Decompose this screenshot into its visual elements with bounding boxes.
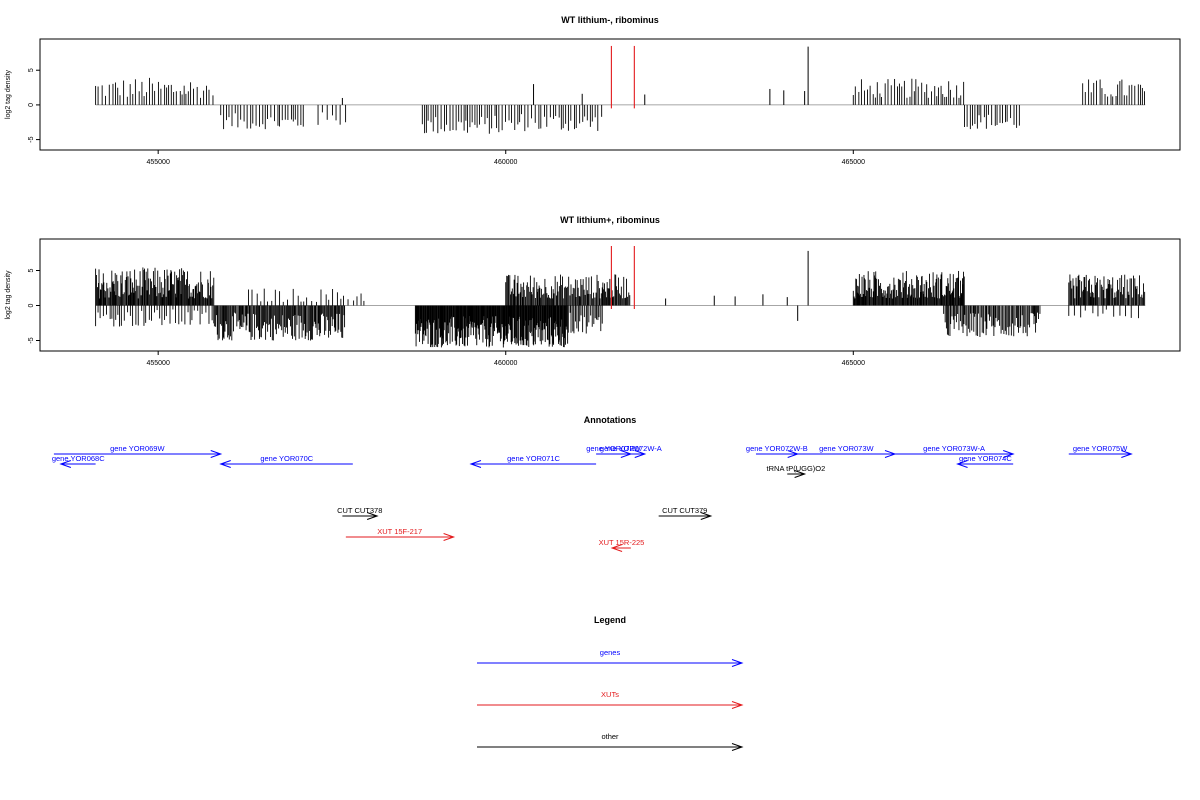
annotation-feature: CUT CUT378 bbox=[337, 506, 382, 520]
annotation-label: gene YOR075W bbox=[1073, 444, 1128, 453]
annotation-arrow-head bbox=[1003, 450, 1015, 458]
annotation-label: gene YOR071C bbox=[507, 454, 560, 463]
legend-panel: Legend genes XUTs other bbox=[477, 615, 744, 751]
legend-label: other bbox=[601, 732, 619, 741]
x-tick-label: 455000 bbox=[146, 159, 169, 166]
x-tick-label: 460000 bbox=[494, 159, 517, 166]
annotation-features: gene YOR069W gene YOR068C gene YOR070C gene… bbox=[52, 444, 1133, 552]
annotation-arrow-head bbox=[366, 512, 379, 520]
legend-arrow-head bbox=[731, 701, 744, 709]
annotation-arrow-head bbox=[956, 460, 968, 468]
y-tick-label: -5 bbox=[28, 337, 35, 343]
annotation-label: gene YOR073W bbox=[819, 444, 874, 453]
annotation-label: gene YOR074C bbox=[959, 454, 1012, 463]
annotation-feature: gene YOR075W bbox=[1068, 444, 1133, 458]
y-tick-label: 0 bbox=[28, 103, 35, 107]
legend-label: genes bbox=[600, 648, 621, 657]
annotation-label: gene YOR068C bbox=[52, 454, 105, 463]
annotation-arrow-head bbox=[794, 470, 807, 478]
annotation-arrow-head bbox=[634, 450, 647, 458]
legend-entries: genes XUTs other bbox=[477, 648, 744, 751]
panel-2-title: WT lithium+, ribominus bbox=[560, 215, 660, 225]
annotation-feature: XUT 15F-217 bbox=[345, 527, 456, 541]
panel-1-frame bbox=[39, 38, 1181, 151]
annotation-arrow-head bbox=[700, 512, 713, 520]
panel-1-title: WT lithium-, ribominus bbox=[561, 15, 659, 25]
annotation-feature: gene YOR069W bbox=[53, 444, 223, 458]
x-tick-label: 455000 bbox=[146, 360, 169, 367]
panel-2-ylabel: log2 tag density bbox=[5, 270, 12, 320]
x-tick-label: 460000 bbox=[494, 360, 517, 367]
legend-entry: XUTs bbox=[477, 690, 744, 709]
x-tick-label: 465000 bbox=[842, 360, 865, 367]
annotation-arrow-head bbox=[210, 450, 223, 458]
annotation-arrow-head bbox=[469, 460, 482, 468]
annotation-label: CUT CUT378 bbox=[337, 506, 382, 515]
annotation-label: CUT CUT379 bbox=[662, 506, 707, 515]
annotation-feature: tRNA tP(UGG)O2 bbox=[767, 464, 826, 478]
annotation-arrow-head bbox=[59, 460, 72, 468]
annotation-label: gene YOR072W-B bbox=[746, 444, 808, 453]
annotation-label: gene YOR069W bbox=[110, 444, 165, 453]
annotation-label: XUT 15F-217 bbox=[377, 527, 422, 536]
annotation-label: tRNA tP(UGG)O2 bbox=[767, 464, 826, 473]
panel-2-frame bbox=[39, 238, 1181, 352]
legend-label: XUTs bbox=[601, 690, 619, 699]
panel-1-ylabel: log2 tag density bbox=[5, 69, 12, 119]
annotations-title: Annotations bbox=[584, 415, 637, 425]
annotation-feature: gene YOR072W-A bbox=[600, 444, 662, 458]
annotation-feature: CUT CUT379 bbox=[658, 506, 713, 520]
annotation-feature: gene YOR072W-B bbox=[746, 444, 808, 458]
track-panel-1: WT lithium-, ribominus log2 tag density … bbox=[5, 15, 1181, 166]
legend-arrow-head bbox=[731, 659, 744, 667]
x-tick-label: 465000 bbox=[842, 159, 865, 166]
legend-title: Legend bbox=[594, 615, 626, 625]
y-tick-label: 5 bbox=[28, 268, 35, 272]
annotation-arrow-head bbox=[610, 544, 623, 552]
legend-arrow-head bbox=[731, 743, 744, 751]
annotation-arrow-head bbox=[1121, 450, 1133, 458]
annotation-label: gene YOR072W-A bbox=[600, 444, 662, 453]
annotation-feature: gene YOR071C bbox=[469, 454, 597, 468]
annotation-label: gene YOR070C bbox=[260, 454, 313, 463]
y-tick-label: 0 bbox=[28, 303, 35, 307]
annotation-label: gene YOR072W bbox=[586, 444, 641, 453]
annotation-feature: gene YOR073W-A bbox=[895, 444, 1015, 458]
annotation-feature: gene YOR074C bbox=[956, 454, 1014, 468]
annotation-feature: gene YOR068C bbox=[52, 454, 105, 468]
annotation-label: gene YOR073W-A bbox=[923, 444, 985, 453]
annotation-feature: gene YOR070C bbox=[219, 454, 353, 468]
annotation-arrow-head bbox=[219, 460, 231, 468]
annotation-arrow-head bbox=[443, 533, 456, 541]
track-panel-2: WT lithium+, ribominus log2 tag density … bbox=[5, 215, 1181, 367]
panel-2-bars bbox=[95, 246, 1146, 348]
annotation-label: XUT 15R-225 bbox=[599, 538, 645, 547]
legend-entry: genes bbox=[477, 648, 744, 667]
y-tick-label: 5 bbox=[28, 68, 35, 72]
y-tick-label: -5 bbox=[28, 136, 35, 142]
annotation-feature: XUT 15R-225 bbox=[599, 538, 645, 552]
annotation-feature: gene YOR073W bbox=[797, 444, 897, 458]
panel-1-bars bbox=[95, 45, 1145, 134]
legend-entry: other bbox=[477, 732, 744, 751]
